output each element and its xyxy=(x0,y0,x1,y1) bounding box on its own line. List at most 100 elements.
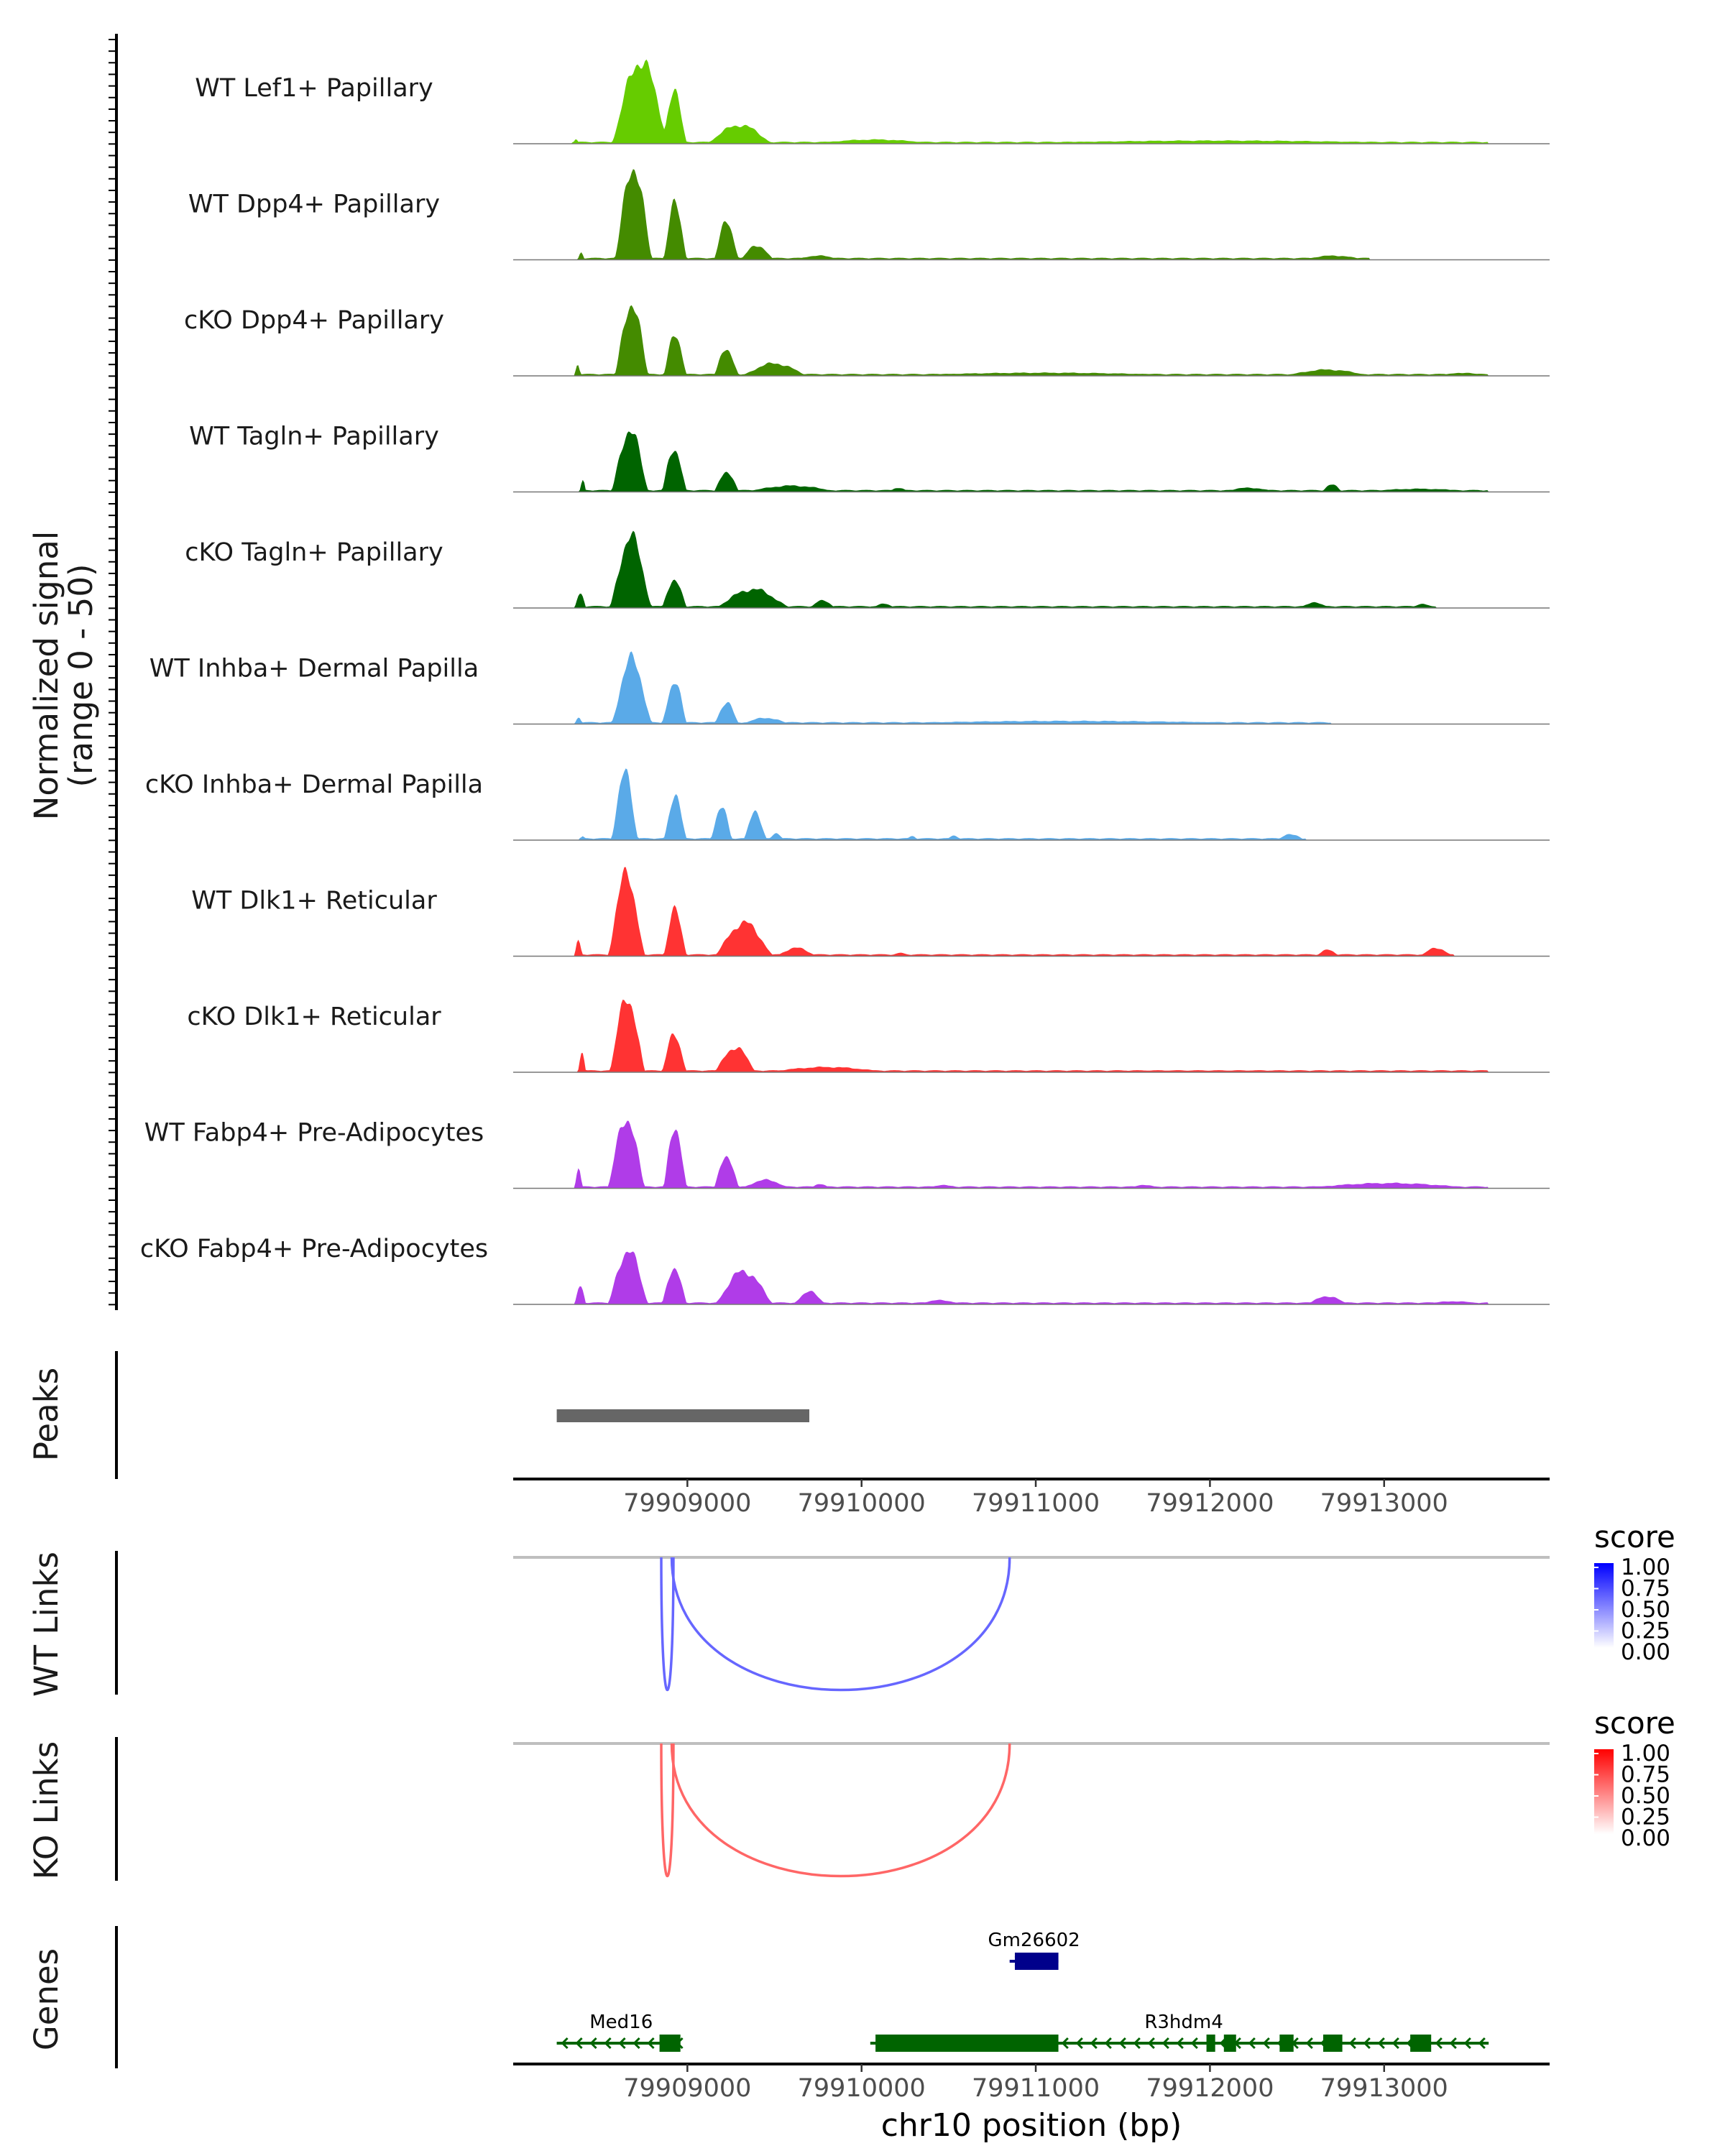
strand-arrow xyxy=(1090,2037,1098,2050)
legend-tick-label: 0.00 xyxy=(1621,1825,1670,1851)
coverage-area xyxy=(513,1120,1550,1189)
track-label: cKO Inhba+ Dermal Papilla xyxy=(145,770,483,799)
strand-arrow xyxy=(589,2037,597,2050)
strand-arrow xyxy=(1162,2037,1169,2050)
gene-exon xyxy=(659,2035,681,2052)
strand-arrow xyxy=(1348,2037,1356,2050)
track-label: cKO Dlk1+ Reticular xyxy=(187,1003,441,1031)
coverage-track: WT Tagln+ Papillary xyxy=(189,423,1550,493)
position-tick-label: 79912000 xyxy=(1146,2074,1274,2103)
coverage-track: cKO Dlk1+ Reticular xyxy=(187,1000,1550,1073)
gene-model: Med16 xyxy=(556,2012,684,2052)
strand-arrow xyxy=(1377,2037,1385,2050)
strand-arrow xyxy=(632,2037,640,2050)
position-tick-label: 79909000 xyxy=(623,2074,751,2103)
position-tick-label: 79910000 xyxy=(798,2074,926,2103)
position-axis-bottom: 79909000 79910000 79911000 79912000 79913000… xyxy=(513,2063,1550,2144)
strand-arrow xyxy=(1075,2037,1083,2050)
coverage-area xyxy=(513,431,1550,492)
peak-region xyxy=(556,1409,809,1422)
track-label: WT Tagln+ Papillary xyxy=(189,423,439,451)
legend-tick-label: 0.50 xyxy=(1621,1783,1670,1809)
coverage-track: WT Dpp4+ Papillary xyxy=(188,169,1550,261)
gene-exon xyxy=(1410,2035,1432,2052)
strand-arrow xyxy=(1118,2037,1126,2050)
position-tick-label: 79911000 xyxy=(972,2074,1100,2103)
strand-arrow xyxy=(1061,2037,1069,2050)
position-tick-label: 79913000 xyxy=(1320,1489,1448,1518)
coverage-area xyxy=(513,169,1550,260)
position-axis-top: 79909000 79910000 79911000 79912000 79913000 xyxy=(513,1478,1550,1518)
position-tick-label: 79913000 xyxy=(1320,2074,1448,2103)
legend-tick-label: 0.00 xyxy=(1621,1639,1670,1665)
coverage-track: cKO Dpp4+ Papillary xyxy=(184,305,1550,377)
track-label: cKO Tagln+ Papillary xyxy=(185,538,443,567)
link-arc xyxy=(660,1743,675,1877)
coverage-area xyxy=(513,768,1550,840)
strand-arrow xyxy=(1435,2037,1443,2050)
strand-arrow xyxy=(1262,2037,1270,2050)
gene-exon xyxy=(1322,2035,1343,2052)
legend-tick-label: 0.25 xyxy=(1621,1618,1670,1644)
genes-label: Genes xyxy=(27,1948,65,2050)
strand-arrow xyxy=(1248,2037,1256,2050)
position-tick-label: 79909000 xyxy=(623,1489,751,1518)
track-label: WT Fabp4+ Pre-Adipocytes xyxy=(144,1119,484,1148)
legend-colorbar xyxy=(1594,1563,1614,1648)
legend-tick-label: 0.75 xyxy=(1621,1576,1670,1602)
coverage-area xyxy=(513,867,1550,957)
coverage-track: WT Lef1+ Papillary xyxy=(195,59,1550,144)
gene-exon xyxy=(1279,2035,1294,2052)
legend-title: score xyxy=(1594,1705,1675,1741)
strand-arrow xyxy=(1392,2037,1399,2050)
signal-axis-label: Normalized signal(range 0 - 50) xyxy=(27,531,100,821)
strand-arrow xyxy=(1305,2037,1313,2050)
gene-name-label: Gm26602 xyxy=(988,1930,1080,1951)
strand-arrow xyxy=(561,2037,569,2050)
track-label: WT Dpp4+ Papillary xyxy=(188,190,440,219)
peaks-panel: Peaks xyxy=(27,1351,809,1479)
track-label: cKO Fabp4+ Pre-Adipocytes xyxy=(140,1235,488,1263)
track-label: WT Lef1+ Papillary xyxy=(195,74,433,103)
track-label: cKO Dpp4+ Papillary xyxy=(184,306,444,335)
coverage-track: WT Dlk1+ Reticular xyxy=(191,867,1550,957)
strand-arrow xyxy=(1147,2037,1155,2050)
strand-arrow xyxy=(647,2037,655,2050)
gene-exon xyxy=(1014,1953,1059,1970)
peaks-label: Peaks xyxy=(27,1368,65,1461)
coverage-track: cKO Tagln+ Papillary xyxy=(185,530,1550,609)
legend-colorbar xyxy=(1594,1749,1614,1834)
coverage-area xyxy=(513,305,1550,376)
strand-arrow xyxy=(575,2037,583,2050)
coverage-track: cKO Inhba+ Dermal Papilla xyxy=(145,768,1550,841)
coverage-area xyxy=(513,651,1550,724)
strand-arrow xyxy=(1363,2037,1371,2050)
strand-arrow xyxy=(1190,2037,1198,2050)
legend-tick-label: 0.25 xyxy=(1621,1805,1670,1830)
strand-arrow xyxy=(618,2037,626,2050)
gene-model: Gm26602 xyxy=(988,1930,1080,1970)
link-arc xyxy=(670,1557,1011,1692)
signal-axis-label-line2: (range 0 - 50) xyxy=(62,563,100,787)
legend-tick-label: 1.00 xyxy=(1621,1741,1670,1766)
strand-arrow xyxy=(1463,2037,1471,2050)
legend-tick-label: 0.50 xyxy=(1621,1597,1670,1623)
coverage-panel: WT Lef1+ Papillary WT Dpp4+ Papillary cKO … xyxy=(27,34,1550,1310)
position-tick-label: 79912000 xyxy=(1146,1489,1274,1518)
strand-arrow xyxy=(1104,2037,1112,2050)
coverage-track: WT Fabp4+ Pre-Adipocytes xyxy=(144,1119,1550,1189)
gene-exon xyxy=(1223,2035,1236,2052)
coverage-area xyxy=(513,59,1550,144)
link-arc xyxy=(660,1557,675,1691)
track-label: WT Dlk1+ Reticular xyxy=(191,887,437,916)
gene-model: R3hdm4 xyxy=(870,2012,1489,2052)
legend-tick-label: 0.75 xyxy=(1621,1762,1670,1788)
position-tick-label: 79910000 xyxy=(798,1489,926,1518)
strand-arrow xyxy=(1133,2037,1141,2050)
signal-axis-label-line1: Normalized signal xyxy=(27,531,65,821)
